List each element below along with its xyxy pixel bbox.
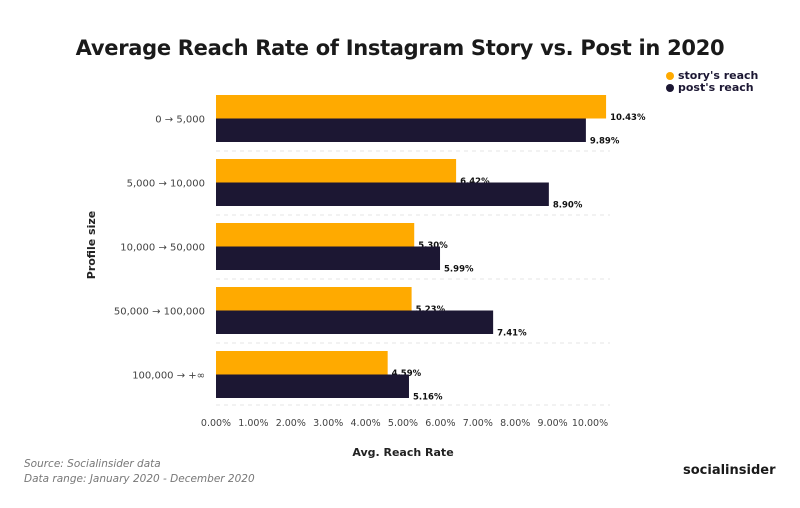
bar-post <box>216 310 494 334</box>
category-label: 5,000 → 10,000 <box>127 179 205 190</box>
x-tick-label: 1.00% <box>238 418 268 429</box>
date-range-text: Data range: January 2020 - December 2020 <box>24 473 255 485</box>
x-tick-label: 6.00% <box>425 418 455 429</box>
data-label: 7.41% <box>497 328 527 338</box>
legend-label-post: post's reach <box>678 81 754 94</box>
legend-swatch-story <box>666 72 674 80</box>
bar-story <box>216 159 457 183</box>
x-tick-label: 7.00% <box>463 418 493 429</box>
legend-item-story: story's reach <box>666 70 758 82</box>
source-text: Source: Socialinsider data <box>24 458 161 470</box>
bar-post <box>216 246 441 270</box>
bar-story <box>216 287 412 311</box>
bar-story <box>216 351 388 375</box>
x-tick-label: 2.00% <box>276 418 306 429</box>
x-tick-label: 0.00% <box>201 418 231 429</box>
bar-story <box>216 223 415 247</box>
data-label: 5.16% <box>413 392 443 402</box>
category-label: 50,000 → 100,000 <box>114 307 205 318</box>
source-note: Source: Socialinsider data Data range: J… <box>24 457 255 487</box>
x-tick-label: 10.00% <box>572 418 608 429</box>
y-axis-label: Profile size <box>85 211 98 279</box>
bar-post <box>216 182 549 206</box>
bar-post <box>216 374 409 398</box>
x-axis-label: Avg. Reach Rate <box>352 446 453 459</box>
data-label: 5.99% <box>444 264 474 274</box>
data-label: 8.90% <box>553 200 583 210</box>
data-label: 6.42% <box>460 177 490 187</box>
x-tick-label: 4.00% <box>351 418 381 429</box>
legend-swatch-post <box>666 84 674 92</box>
x-tick-label: 8.00% <box>500 418 530 429</box>
data-label: 10.43% <box>610 113 646 123</box>
x-tick-label: 5.00% <box>388 418 418 429</box>
x-tick-label: 3.00% <box>313 418 343 429</box>
legend-label-story: story's reach <box>678 69 759 82</box>
data-label: 5.30% <box>418 241 448 251</box>
category-label: 100,000 → +∞ <box>132 371 205 382</box>
x-tick-label: 9.00% <box>538 418 568 429</box>
bar-story <box>216 95 607 119</box>
legend-item-post: post's reach <box>666 82 758 94</box>
data-label: 4.59% <box>392 369 422 379</box>
data-label: 5.23% <box>416 305 446 315</box>
bar-post <box>216 118 586 142</box>
legend: story's reach post's reach <box>666 70 758 94</box>
category-label: 0 → 5,000 <box>155 115 205 126</box>
chart-title: Average Reach Rate of Instagram Story vs… <box>75 36 725 60</box>
socialinsider-logo: socialinsider <box>683 463 776 478</box>
data-label: 9.89% <box>590 136 620 146</box>
category-label: 10,000 → 50,000 <box>120 243 205 254</box>
